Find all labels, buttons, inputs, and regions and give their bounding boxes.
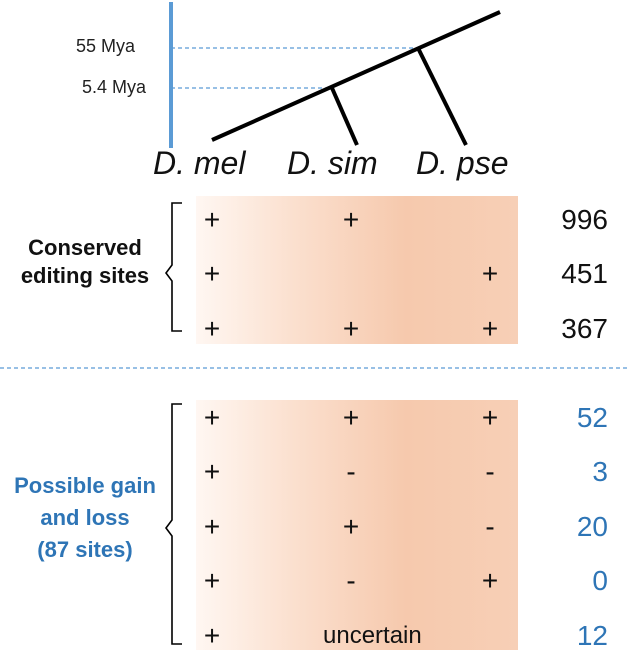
cell-mel: +: [203, 313, 221, 344]
count: 451: [561, 258, 608, 289]
cell-pse: +: [481, 402, 499, 433]
conserved-band: [196, 196, 518, 344]
conserved-label: Conserved editing sites: [0, 234, 170, 290]
time-label-5-4mya: 5.4 Mya: [82, 77, 147, 97]
cell-mel: +: [203, 565, 221, 596]
conserved-label-line1: Conserved: [28, 235, 142, 260]
gain-loss-band: [196, 400, 518, 650]
cell-sim: -: [346, 565, 356, 596]
cell-mel: +: [203, 204, 221, 235]
section-divider: [0, 367, 628, 369]
time-label-55mya: 55 Mya: [76, 36, 136, 56]
cell-mel: +: [203, 456, 221, 487]
tree-branch-sim: [330, 87, 359, 146]
cell-mel: +: [203, 402, 221, 433]
conserved-bracket: [165, 202, 182, 332]
gain-loss-label-line1: Possible gain: [14, 473, 156, 498]
count: 12: [576, 620, 608, 651]
conserved-label-line2: editing sites: [20, 263, 150, 288]
cell-sim: +: [342, 204, 360, 235]
cell-sim: -: [346, 456, 356, 487]
gain-loss-label: Possible gain and loss (87 sites): [0, 470, 170, 566]
cell-mel: +: [203, 620, 221, 651]
cell-mel: +: [203, 511, 221, 542]
species-label-mel: D. mel: [153, 145, 246, 181]
cell-uncertain: uncertain: [323, 622, 422, 649]
cell-sim: +: [342, 511, 360, 542]
count: 52: [576, 402, 608, 433]
count: 367: [561, 313, 608, 344]
cell-pse: -: [485, 511, 495, 542]
species-label-sim: D. sim: [287, 145, 378, 181]
gain-loss-label-line2: and loss: [40, 505, 130, 530]
count: 20: [576, 511, 608, 542]
cell-pse: +: [481, 565, 499, 596]
tree-trunk: [211, 10, 501, 142]
tree-branch-pse: [416, 47, 468, 146]
cell-sim: +: [342, 313, 360, 344]
gain-loss-bracket: [165, 403, 182, 645]
cell-sim: +: [342, 402, 360, 433]
count: 996: [561, 204, 608, 235]
cell-pse: -: [485, 456, 495, 487]
gain-loss-label-line3: (87 sites): [37, 537, 133, 562]
phylogeny-diagram: [169, 2, 501, 148]
cell-pse: +: [481, 313, 499, 344]
cell-pse: +: [481, 258, 499, 289]
count: 3: [592, 456, 608, 487]
cell-mel: +: [203, 258, 221, 289]
species-label-pse: D. pse: [416, 145, 509, 181]
count: 0: [592, 565, 608, 596]
